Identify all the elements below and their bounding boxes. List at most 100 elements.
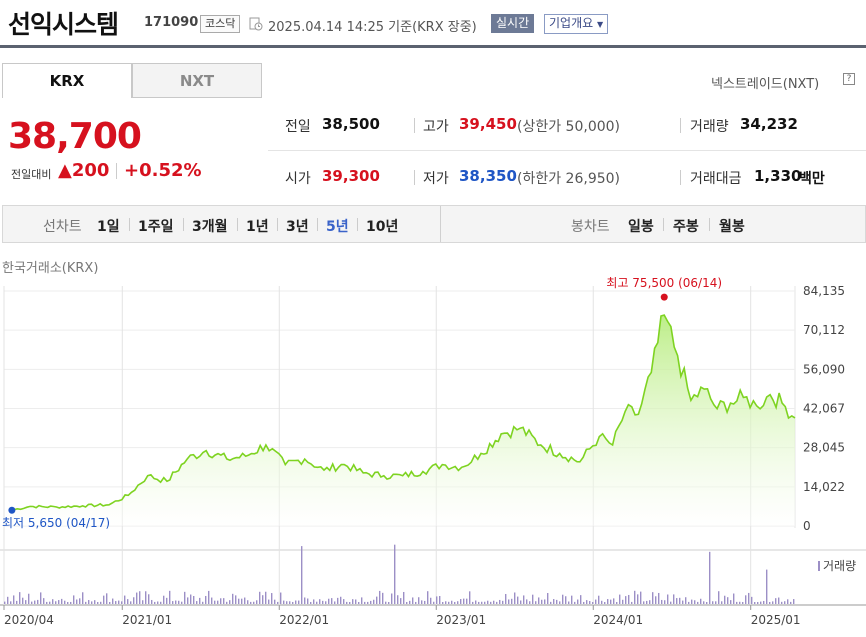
change-label: 전일대비 (11, 168, 52, 181)
volume-bar (700, 598, 702, 604)
volume-bar (361, 597, 363, 604)
current-price: 38,700 (8, 116, 142, 157)
volume-bar (289, 601, 291, 604)
period-5y[interactable]: 5년 (326, 219, 349, 235)
volume-bar (244, 597, 246, 604)
y-tick-label: 28,045 (803, 441, 845, 455)
volume-bar (673, 594, 675, 604)
y-tick-label: 14,022 (803, 480, 845, 494)
y-tick-label: 0 (803, 519, 811, 533)
tab-krx[interactable]: KRX (2, 63, 132, 98)
divider (317, 218, 318, 231)
volume-bar (151, 599, 153, 604)
period-3y[interactable]: 3년 (286, 219, 309, 235)
volume-bar (793, 599, 795, 604)
volume-bar (43, 598, 45, 604)
x-tick-label: 2020/04 (4, 613, 54, 627)
volume-bar (166, 597, 168, 604)
divider (414, 118, 415, 133)
company-overview-dropdown[interactable]: 기업개요 ▼ (544, 14, 609, 34)
price-change: ▲200 (58, 160, 109, 181)
period-10y[interactable]: 10년 (366, 219, 399, 235)
volume-bar (568, 601, 570, 604)
volume-bar (625, 596, 627, 604)
volume-bar (217, 600, 219, 604)
divider (129, 218, 130, 231)
period-1w[interactable]: 1주일 (138, 219, 174, 235)
volume-bar (142, 600, 144, 604)
tab-nxt[interactable]: NXT (132, 63, 262, 98)
volume-bar (172, 601, 174, 604)
volume-bar (79, 598, 81, 604)
low-value: 38,350 (459, 167, 517, 185)
candle-daily[interactable]: 일봉 (628, 219, 654, 235)
volume-bar (538, 597, 540, 604)
volume-bar (604, 601, 606, 604)
volume-bar (124, 595, 126, 604)
volume-bar (661, 599, 663, 604)
volume-bar (337, 597, 339, 604)
volume-bar (592, 602, 594, 604)
volume-bar (436, 596, 438, 604)
volume-bar (742, 601, 744, 604)
realtime-button[interactable]: 실시간 (491, 14, 535, 33)
high-label: 고가 (423, 119, 449, 135)
nextrade-link[interactable]: 넥스트레이드(NXT) (711, 77, 820, 92)
volume-bar (778, 597, 780, 604)
volume-bar (532, 594, 534, 604)
help-icon[interactable]: ? (843, 73, 855, 85)
volume-bar (121, 601, 123, 604)
volume-bar (52, 599, 54, 604)
candle-monthly[interactable]: 월봉 (719, 219, 745, 235)
volume-bar (523, 595, 525, 604)
volume-bar (505, 593, 507, 604)
volume-bar (685, 597, 687, 604)
volume-bar (541, 599, 543, 604)
volume-bar (430, 597, 432, 604)
x-tick-label: 2022/01 (279, 613, 329, 627)
volume-bar (658, 592, 660, 604)
volume-bar (16, 600, 18, 604)
volume-bar (712, 601, 714, 604)
volume-bar (406, 601, 408, 604)
volume-bar (433, 601, 435, 604)
volume-bar (595, 599, 597, 604)
volume-bar (103, 595, 105, 604)
volume-bar (115, 601, 117, 604)
volume-bar (307, 598, 309, 604)
volume-bar (403, 591, 405, 604)
volume-bar (577, 599, 579, 604)
volume-bar (751, 596, 753, 604)
volume-bar (58, 600, 60, 604)
volume-bar (679, 597, 681, 604)
volume-bar (613, 598, 615, 604)
volume-bar (409, 600, 411, 604)
period-3m[interactable]: 3개월 (192, 219, 228, 235)
x-tick-label: 2025/01 (751, 613, 801, 627)
volume-bar (454, 601, 456, 604)
volume-bar (181, 601, 183, 604)
volume-bar (109, 601, 111, 604)
volume-bar (148, 594, 150, 604)
period-1d[interactable]: 1일 (97, 219, 120, 235)
divider (440, 206, 441, 242)
volume-bar (319, 599, 321, 604)
divider (663, 218, 664, 231)
volume-bar (445, 601, 447, 604)
volume-bar (649, 600, 651, 604)
volume-bar (208, 590, 210, 604)
volume-bar (340, 596, 342, 604)
period-1y[interactable]: 1년 (246, 219, 269, 235)
volume-bar (733, 593, 735, 604)
volume-bar (55, 601, 57, 604)
price-change-pct: +0.52% (124, 160, 202, 181)
volume-bar (235, 595, 237, 604)
candle-weekly[interactable]: 주봉 (673, 219, 699, 235)
volume-bar (772, 601, 774, 604)
volume-bar (775, 598, 777, 604)
volume-bar (82, 592, 84, 604)
volume-bar (694, 600, 696, 604)
volume-bar (640, 591, 642, 604)
price-chart[interactable]: 84,135 70,112 56,090 42,067 28,045 14,022 0 202… (0, 276, 866, 637)
volume-bar (739, 601, 741, 604)
